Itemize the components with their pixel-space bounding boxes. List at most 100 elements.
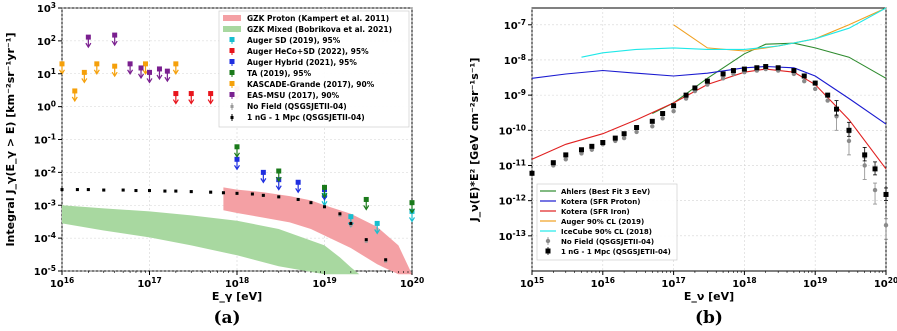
point-ta-2019-95 bbox=[363, 196, 369, 202]
point-auger-hybrid-2021-95 bbox=[260, 169, 266, 175]
chart-a-xlabel: E_γ [eV] bbox=[212, 290, 262, 303]
x-tick-label: 1018 bbox=[225, 276, 249, 290]
chart-b-panel-label: (b) bbox=[695, 308, 723, 328]
point-1-ng-1-mpc-qsgsjetii-04 bbox=[60, 188, 64, 192]
point-1-ng-1-mpc-qsgsjetii-04 bbox=[578, 147, 584, 153]
legend-label: Auger HeCo+SD (2022), 95% bbox=[247, 47, 369, 56]
point-1-ng-1-mpc-qsgsjetii-04 bbox=[634, 125, 640, 131]
point-1-ng-1-mpc-qsgsjetii-04 bbox=[730, 68, 736, 74]
y-tick-label: 10-9 bbox=[504, 88, 526, 102]
point-1-ng-1-mpc-qsgsjetii-04 bbox=[134, 189, 138, 193]
point-1-ng-1-mpc-qsgsjetii-04 bbox=[763, 64, 769, 70]
legend-swatch-gzk-proton-kampert-et-al-2011 bbox=[223, 15, 241, 21]
limit-arrowhead-eas-msu-2017-90 bbox=[146, 78, 153, 84]
limit-arrowhead-ta-2019-95 bbox=[233, 152, 241, 158]
legend-label: No Field (QSGSJETII-04) bbox=[247, 102, 347, 111]
point-eas-msu-2017-90 bbox=[112, 32, 118, 38]
point-1-ng-1-mpc-qsgsjetii-04 bbox=[338, 212, 342, 216]
point-1-ng-1-mpc-qsgsjetii-04 bbox=[277, 195, 281, 199]
legend-label: Auger 90% CL (2019) bbox=[561, 218, 644, 226]
point-kascade-grande-2017-90 bbox=[173, 61, 179, 67]
y-tick-label: 10-12 bbox=[499, 194, 526, 208]
point-1-ng-1-mpc-qsgsjetii-04 bbox=[174, 189, 178, 193]
point-eas-msu-2017-90 bbox=[156, 66, 162, 72]
legend-label: IceCube 90% CL (2018) bbox=[561, 228, 652, 236]
point-1-ng-1-mpc-qsgsjetii-04 bbox=[671, 103, 677, 109]
chart-b-legend: Ahlers (Best Fit 3 EeV) Kotera (SFR Proto… bbox=[536, 183, 678, 261]
limit-arrowhead-auger-hybrid-2021-95 bbox=[233, 164, 241, 171]
legend-box bbox=[218, 10, 410, 128]
point-no-field-qsgsjetii-04 bbox=[364, 239, 368, 243]
limit-arrowhead-auger-heco-sd-2022-95 bbox=[172, 99, 179, 105]
y-tick-label: 10-3 bbox=[34, 198, 56, 212]
point-1-ng-1-mpc-qsgsjetii-04 bbox=[872, 166, 878, 172]
point-no-field-qsgsjetii-04 bbox=[872, 187, 878, 193]
x-tick-label: 1016 bbox=[591, 276, 615, 290]
legend-label: Kotera (SFR Proton) bbox=[561, 198, 640, 206]
legend-label: GZK Proton (Kampert et al. 2011) bbox=[247, 14, 389, 23]
chart-b-ticks: 1015 1016 1017 1018 1019 1020 10-13 10-12 10-11 1… bbox=[499, 18, 897, 290]
point-no-field-qsgsjetii-04 bbox=[862, 163, 867, 168]
chart-a-bands bbox=[62, 187, 412, 275]
point-1-ng-1-mpc-qsgsjetii-04 bbox=[612, 135, 618, 141]
legend-label: No Field (QSGSJETII-04) bbox=[561, 238, 654, 246]
point-auger-hybrid-2021-95 bbox=[234, 156, 240, 162]
y-tick-label: 103 bbox=[37, 1, 56, 15]
point-1-ng-1-mpc-qsgsjetii-04 bbox=[529, 170, 535, 176]
point-no-field-qsgsjetii-04 bbox=[720, 76, 726, 81]
chart-a: 1016 1017 1018 1019 1020 10-5 10-4 10-3 10-2 10-1… bbox=[4, 1, 424, 328]
limit-arrowhead-eas-msu-2017-90 bbox=[156, 74, 163, 81]
limit-arrowhead-eas-msu-2017-90 bbox=[138, 73, 145, 80]
y-tick-label: 101 bbox=[37, 67, 56, 81]
legend-marker-no-field-qsgsjetii-04 bbox=[230, 105, 234, 108]
point-1-ng-1-mpc-qsgsjetii-04 bbox=[649, 118, 655, 124]
y-tick-label: 10-5 bbox=[34, 264, 56, 278]
y-tick-label: 10-4 bbox=[34, 231, 56, 245]
point-1-ng-1-mpc-qsgsjetii-04 bbox=[563, 152, 569, 158]
point-1-ng-1-mpc-qsgsjetii-04 bbox=[209, 190, 213, 194]
point-1-ng-1-mpc-qsgsjetii-04 bbox=[296, 197, 300, 201]
point-1-ng-1-mpc-qsgsjetii-04 bbox=[683, 92, 689, 98]
point-kascade-grande-2017-90 bbox=[72, 88, 78, 94]
line-icecube-90-cl-2018 bbox=[581, 7, 887, 58]
point-no-field-qsgsjetii-04 bbox=[802, 78, 807, 84]
point-eas-msu-2017-90 bbox=[85, 34, 91, 40]
limit-arrowhead-kascade-grande-2017-90 bbox=[111, 71, 118, 78]
point-eas-msu-2017-90 bbox=[138, 65, 144, 71]
limit-arrowhead-eas-msu-2017-90 bbox=[85, 42, 92, 49]
point-no-field-qsgsjetii-04 bbox=[349, 223, 353, 227]
legend-marker-auger-heco-sd-2022-95 bbox=[229, 48, 235, 53]
point-1-ng-1-mpc-qsgsjetii-04 bbox=[791, 68, 797, 74]
legend-label: 1 nG - 1 Mpc (QSGSJETII-04) bbox=[247, 113, 365, 122]
point-auger-sd-2019-95 bbox=[348, 214, 354, 220]
legend-marker-kascade-grande-2017-90 bbox=[229, 81, 235, 86]
point-no-field-qsgsjetii-04 bbox=[634, 129, 639, 135]
point-1-ng-1-mpc-qsgsjetii-04 bbox=[102, 188, 106, 192]
limit-arrowhead-auger-hybrid-2021-95 bbox=[295, 187, 302, 194]
x-tick-label: 1019 bbox=[312, 276, 336, 290]
point-1-ng-1-mpc-qsgsjetii-04 bbox=[741, 66, 747, 72]
y-tick-label: 10-7 bbox=[504, 18, 526, 32]
legend-label: GZK Mixed (Bobrikova et al. 2021) bbox=[247, 25, 392, 34]
limit-arrowhead-ta-2019-95 bbox=[275, 176, 282, 183]
point-ta-2019-95 bbox=[409, 200, 415, 206]
point-1-ng-1-mpc-qsgsjetii-04 bbox=[189, 190, 193, 194]
x-tick-label: 1017 bbox=[137, 276, 161, 290]
legend-marker-auger-hybrid-2021-95 bbox=[229, 59, 235, 64]
point-1-ng-1-mpc-qsgsjetii-04 bbox=[550, 160, 556, 166]
y-tick-label: 10-11 bbox=[499, 158, 526, 172]
point-no-field-qsgsjetii-04 bbox=[813, 86, 818, 92]
point-kascade-grande-2017-90 bbox=[142, 61, 148, 67]
x-tick-label: 1016 bbox=[50, 276, 74, 290]
y-tick-label: 102 bbox=[37, 34, 56, 48]
limit-arrowhead-auger-sd-2019-95 bbox=[347, 222, 354, 228]
chart-a-legend: GZK Proton (Kampert et al. 2011) GZK Mixe… bbox=[218, 10, 410, 128]
point-kascade-grande-2017-90 bbox=[94, 61, 100, 67]
chart-a-ticks: 1016 1017 1018 1019 1020 10-5 10-4 10-3 10-2 10-1… bbox=[34, 1, 424, 290]
point-1-ng-1-mpc-qsgsjetii-04 bbox=[600, 140, 606, 146]
point-no-field-qsgsjetii-04 bbox=[883, 223, 889, 228]
point-no-field-qsgsjetii-04 bbox=[671, 108, 676, 114]
limit-arrowhead-auger-sd-2019-95 bbox=[374, 229, 381, 235]
limit-arrowhead-kascade-grande-2017-90 bbox=[172, 69, 179, 75]
chart-b-ylabel: J_ν(E)*E² [GeV cm⁻²sr⁻¹s⁻¹] bbox=[468, 58, 481, 223]
